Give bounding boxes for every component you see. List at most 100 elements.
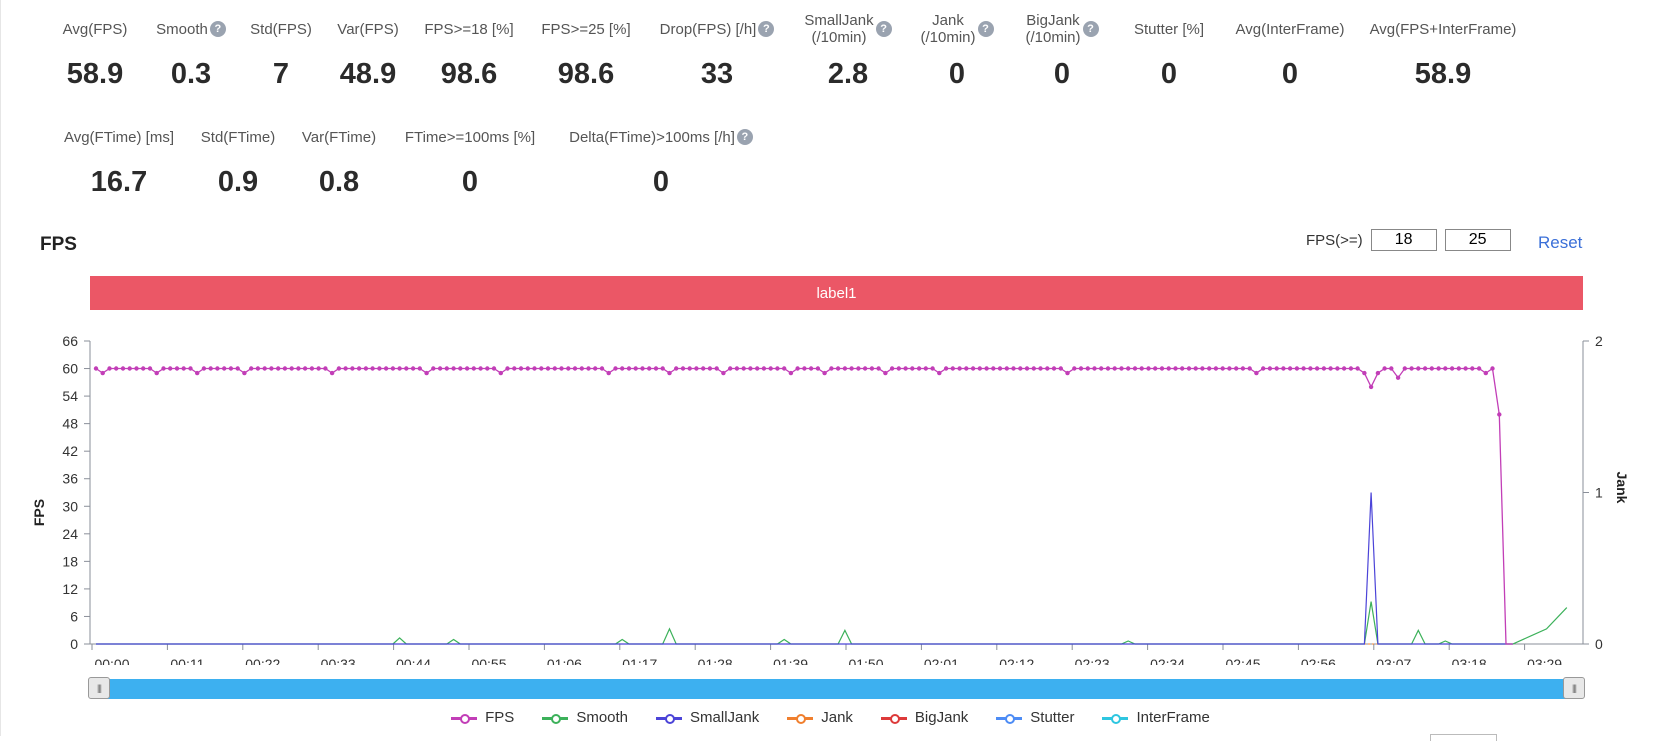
x-tick-label: 00:55	[471, 656, 506, 665]
time-range-slider[interactable]: ||| |||	[88, 677, 1585, 699]
fps-point	[1402, 366, 1408, 371]
fps-point	[997, 366, 1003, 371]
fps-point	[1422, 366, 1428, 371]
fps-point	[896, 366, 901, 371]
fps-point	[1355, 366, 1360, 371]
y-tick-label: 6	[70, 608, 78, 624]
label-bar[interactable]: label1	[90, 276, 1583, 310]
fps-point	[134, 366, 139, 371]
fps-point	[1105, 366, 1111, 371]
fps-point	[822, 370, 827, 376]
metrics_row1-metric-6: Drop(FPS) [/h]? 33	[607, 11, 827, 91]
legend-item-fps[interactable]: FPS	[451, 709, 514, 726]
x-tick-label: 03:29	[1527, 656, 1562, 665]
fps-point	[498, 370, 503, 376]
fps-point	[707, 366, 713, 371]
metric-label: Smooth	[156, 20, 208, 38]
fps-threshold-input-2[interactable]	[1444, 229, 1511, 251]
metric-value: 7	[272, 58, 290, 90]
fps-point	[329, 370, 335, 376]
x-tick-label: 03:18	[1452, 656, 1487, 665]
fps-point	[984, 366, 989, 371]
metrics_row2-metric-3: FTime>=100ms [%] 0	[360, 119, 580, 199]
fps-point	[181, 366, 186, 371]
fps-point	[417, 366, 422, 371]
x-tick-label: 00:00	[94, 656, 129, 665]
metric-value: 33	[700, 58, 734, 90]
legend-item-smalljank[interactable]: SmallJank	[656, 709, 759, 726]
fps-point	[383, 366, 389, 371]
metrics_row1-metric-7: SmallJank (/10min)? 2.8	[738, 11, 958, 91]
fps-point	[1348, 366, 1354, 371]
fps-point	[1159, 366, 1165, 371]
fps-point	[451, 366, 456, 371]
legend-item-stutter[interactable]: Stutter	[996, 709, 1074, 726]
help-icon[interactable]: ?	[1082, 21, 1099, 37]
legend-label: BigJank	[914, 709, 969, 726]
fps-point	[1018, 366, 1023, 371]
fps-point	[458, 366, 463, 371]
fps-point	[336, 366, 342, 371]
fps-point	[889, 366, 895, 371]
legend-item-jank[interactable]: Jank	[787, 709, 853, 726]
fps-point	[302, 366, 308, 371]
fps-point	[559, 366, 564, 371]
fps-point	[114, 366, 119, 371]
fps-point	[815, 366, 821, 371]
help-icon[interactable]: ?	[875, 21, 892, 37]
fps-point	[1416, 366, 1421, 371]
fps-point	[1470, 366, 1475, 371]
fps-point	[208, 366, 213, 371]
fps-point	[916, 366, 922, 371]
fps-point	[444, 366, 449, 371]
fps-point	[1497, 412, 1502, 417]
help-icon[interactable]: ?	[736, 129, 753, 145]
slider-handle-right[interactable]: |||	[1563, 677, 1585, 699]
legend-label: Smooth	[576, 709, 629, 726]
slider-handle-left[interactable]: |||	[88, 677, 110, 699]
legend-item-bigjank[interactable]: BigJank	[880, 709, 969, 726]
label-bar-text: label1	[816, 284, 857, 302]
help-icon[interactable]: ?	[758, 21, 775, 37]
fps-point	[1395, 375, 1401, 380]
fps-point	[633, 366, 638, 371]
y-axis-title: FPS	[31, 499, 47, 526]
fps-threshold-control: FPS(>=)	[1306, 229, 1511, 251]
fps-point	[1112, 366, 1117, 371]
fps-point	[930, 366, 935, 371]
fps-point	[1038, 366, 1043, 371]
legend-item-smooth[interactable]: Smooth	[542, 709, 628, 726]
metric-value: 58.9	[66, 58, 124, 90]
help-icon[interactable]: ?	[977, 21, 994, 37]
fps-point	[1119, 366, 1124, 371]
fps-point	[795, 366, 800, 371]
fps-point	[309, 366, 315, 371]
fps-point	[1341, 366, 1347, 371]
legend-label: Jank	[821, 709, 853, 726]
metric-value: 0	[948, 58, 966, 90]
fps-point	[141, 366, 146, 371]
legend-item-interframe[interactable]: InterFrame	[1102, 709, 1210, 726]
fps-point	[1146, 366, 1151, 371]
fps-point	[579, 366, 584, 371]
x-tick-label: 02:45	[1225, 656, 1260, 665]
fps-threshold-input-1[interactable]	[1370, 229, 1437, 251]
fps-point	[1409, 366, 1414, 371]
x-tick-label: 00:22	[245, 656, 280, 665]
metric-label: Drop(FPS) [/h]	[659, 20, 757, 38]
metric-label: Var(FTime)	[301, 128, 377, 146]
fps-point	[350, 366, 355, 371]
fps-point	[775, 366, 780, 371]
fps-point	[1321, 366, 1327, 371]
x-tick-label: 00:44	[396, 656, 431, 665]
fps-point	[1072, 366, 1077, 371]
fps-point	[977, 366, 982, 371]
metric-label: Jank (/10min)	[920, 12, 976, 46]
fps-point	[1389, 366, 1394, 371]
fps-point	[1274, 366, 1279, 371]
fps-point	[154, 370, 159, 376]
reset-button[interactable]: Reset	[1538, 233, 1583, 252]
fps-point	[323, 366, 328, 371]
help-icon[interactable]: ?	[209, 21, 226, 37]
fps-point	[1328, 366, 1333, 371]
